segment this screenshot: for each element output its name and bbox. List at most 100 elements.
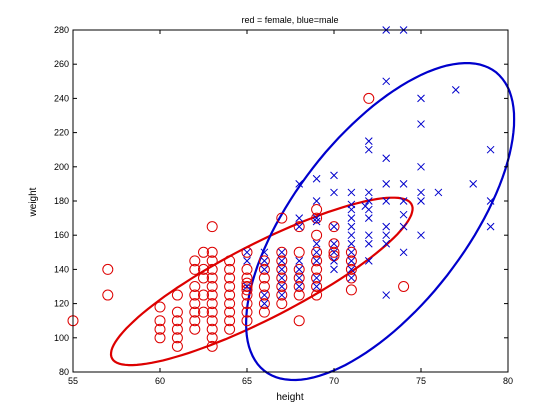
female-point xyxy=(224,272,236,284)
male-point xyxy=(347,274,356,282)
female-point xyxy=(311,263,323,275)
female-point xyxy=(198,246,209,258)
female-point xyxy=(276,289,288,301)
y-tick-label: 260 xyxy=(54,59,69,69)
male-point xyxy=(417,188,425,197)
female-point xyxy=(189,323,201,335)
female-point xyxy=(258,298,270,310)
male-point xyxy=(312,256,321,265)
male-point xyxy=(295,256,304,265)
male-point xyxy=(417,94,425,103)
y-tick-label: 240 xyxy=(54,93,69,103)
female-point xyxy=(189,255,201,267)
y-tick-label: 200 xyxy=(54,162,69,172)
female-point xyxy=(189,298,201,310)
female-point xyxy=(189,306,201,318)
male-point xyxy=(364,256,373,265)
female-point xyxy=(224,323,236,335)
female-point xyxy=(171,306,183,318)
male-point xyxy=(260,291,269,299)
y-tick-label: 140 xyxy=(54,264,69,274)
male-point xyxy=(295,274,304,282)
female-point xyxy=(276,281,288,292)
female-point xyxy=(171,289,183,301)
male-point xyxy=(364,188,373,197)
male-point xyxy=(260,256,269,265)
female-point xyxy=(189,289,201,301)
female-point xyxy=(241,281,253,292)
female-point xyxy=(198,263,209,275)
male-point xyxy=(434,188,443,197)
male-point xyxy=(330,188,338,197)
y-tick-label: 160 xyxy=(54,230,69,240)
male-point xyxy=(330,239,338,248)
male-point xyxy=(382,77,391,86)
male-point xyxy=(330,248,338,257)
female-point xyxy=(276,263,288,275)
female-point xyxy=(345,272,357,284)
male-point xyxy=(347,205,356,214)
male-point xyxy=(486,222,495,231)
female-point xyxy=(311,281,323,292)
male-point xyxy=(312,239,321,248)
female-point xyxy=(154,323,166,335)
male-point xyxy=(347,239,356,248)
female-point xyxy=(206,332,218,344)
male-point xyxy=(347,214,356,222)
male-point xyxy=(347,256,356,265)
female-point xyxy=(224,281,236,292)
male-point xyxy=(417,120,425,128)
ticks-layer: 55 60 65 70 75 80 80 100 120 140 160 180 200 220 240 26… xyxy=(54,25,513,386)
male-point xyxy=(382,291,391,299)
female-point xyxy=(293,289,305,301)
female-point xyxy=(241,263,253,275)
male-point xyxy=(399,197,408,205)
female-point xyxy=(224,255,236,267)
male-point xyxy=(295,180,304,188)
female-point xyxy=(345,255,357,267)
male-point xyxy=(277,256,286,265)
female-point xyxy=(102,263,114,275)
male-point xyxy=(277,282,286,291)
female-point xyxy=(241,246,253,258)
male-point xyxy=(382,222,391,231)
female-point xyxy=(198,289,209,301)
female-point xyxy=(189,281,201,292)
male-point xyxy=(399,222,408,231)
x-tick-label: 60 xyxy=(155,376,165,386)
female-point xyxy=(206,281,218,292)
female-point xyxy=(345,246,357,258)
male-point xyxy=(451,85,460,94)
male-ellipse xyxy=(244,62,516,382)
points-layer xyxy=(67,26,495,352)
female-ellipse xyxy=(109,196,414,367)
male-point xyxy=(382,154,391,163)
female-point xyxy=(311,204,323,216)
male-point xyxy=(347,222,356,231)
chart-title: red = female, blue=male xyxy=(241,15,338,25)
female-point xyxy=(206,323,218,335)
female-point xyxy=(276,272,288,284)
female-point xyxy=(206,340,218,352)
female-point xyxy=(198,272,209,284)
x-tick-label: 70 xyxy=(329,376,339,386)
female-point xyxy=(311,246,323,258)
y-axis-label: weight xyxy=(28,187,39,217)
female-point xyxy=(293,221,305,233)
female-point xyxy=(206,298,218,310)
female-point xyxy=(328,246,340,258)
male-point xyxy=(330,171,338,180)
male-point xyxy=(364,197,373,205)
male-point xyxy=(330,256,338,265)
female-point xyxy=(345,284,357,296)
female-point xyxy=(241,272,253,284)
female-point xyxy=(171,332,183,344)
female-point xyxy=(206,263,218,275)
female-point xyxy=(171,315,183,327)
y-tick-label: 100 xyxy=(54,333,69,343)
male-point xyxy=(277,248,286,257)
female-point xyxy=(258,255,270,267)
male-point xyxy=(382,231,391,240)
male-point xyxy=(364,205,373,214)
female-point xyxy=(206,315,218,327)
